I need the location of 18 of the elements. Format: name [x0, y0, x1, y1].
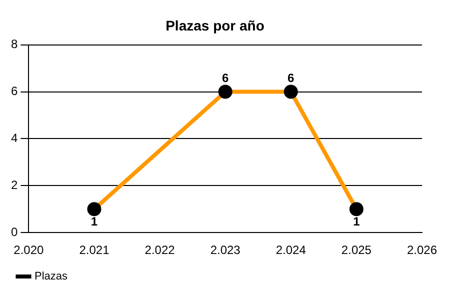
data-label: 6: [222, 71, 229, 86]
x-tick-label: 2.026: [406, 243, 438, 258]
data-label: 6: [288, 71, 295, 86]
x-tick-label: 2.020: [14, 243, 44, 258]
y-tick-label: 4: [10, 131, 18, 146]
legend-label: Plazas: [34, 270, 68, 283]
x-tick-label: 2.023: [210, 243, 241, 258]
y-tick-label: 0: [10, 224, 18, 239]
x-tick-label: 2.022: [144, 243, 176, 258]
x-tick-label: 2.021: [79, 243, 110, 258]
y-tick-label: 8: [10, 37, 18, 52]
data-label: 1: [90, 214, 98, 228]
y-tick-label: 2: [10, 178, 18, 192]
chart-title: Plazas por año: [166, 17, 264, 34]
data-label: 1: [353, 214, 360, 228]
x-tick-label: 2.025: [341, 243, 372, 258]
y-tick-label: 6: [10, 84, 18, 98]
x-tick-label: 2.024: [276, 243, 306, 258]
